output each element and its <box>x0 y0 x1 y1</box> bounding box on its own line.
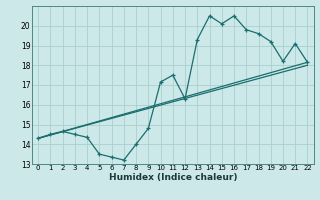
X-axis label: Humidex (Indice chaleur): Humidex (Indice chaleur) <box>108 173 237 182</box>
